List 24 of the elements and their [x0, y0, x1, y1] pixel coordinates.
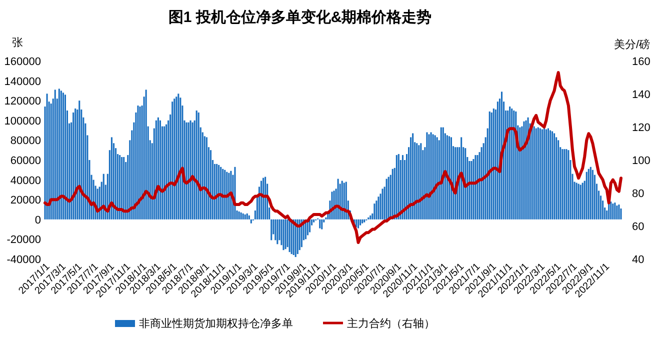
- y2-tick-label: 80: [632, 188, 644, 200]
- y2-axis-title: 美分/磅: [614, 38, 650, 51]
- y2-tick-label: 160: [632, 56, 650, 68]
- line-series: [44, 71, 622, 244]
- y-tick-label: 80000: [10, 135, 41, 148]
- y-tick-label: -20000: [6, 234, 41, 246]
- y-tick-label: 60000: [10, 155, 41, 167]
- y2-tick-label: 100: [632, 155, 650, 167]
- y-axis-title: 张: [12, 36, 23, 49]
- y-tick-label: 120000: [4, 96, 41, 108]
- y2-tick-label: 40: [632, 254, 644, 266]
- y-tick-label: -40000: [6, 254, 41, 266]
- y2-tick-label: 140: [632, 89, 650, 101]
- chart-title: 图1 投机仓位净多单变化&期棉价格走势: [168, 8, 432, 26]
- y2-tick-label: 60: [632, 221, 644, 233]
- legend-label: 非商业性期货加期权持仓净多单: [139, 317, 293, 330]
- y-tick-label: 40000: [10, 174, 41, 187]
- y2-tick-label: 120: [632, 122, 650, 134]
- y-tick-label: 100000: [4, 115, 41, 128]
- y-tick-label: 0: [34, 214, 41, 226]
- y-tick-label: 160000: [4, 56, 41, 68]
- y-tick-label: 140000: [4, 76, 41, 88]
- y-tick-label: 20000: [10, 194, 41, 207]
- legend-label: 主力合约（右轴）: [347, 317, 435, 330]
